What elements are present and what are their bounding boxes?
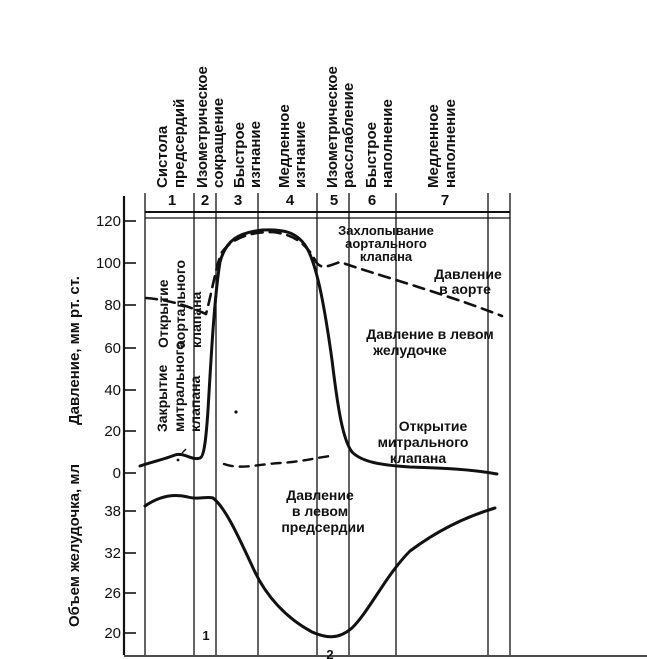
volume-tick-32: 32 (104, 545, 121, 562)
bottom-mark-1: 1 (202, 628, 209, 643)
atrium-pressure-curve (222, 454, 332, 468)
valve-close-label-1: Захлопывание (338, 223, 434, 238)
phase-number-6: 6 (368, 192, 376, 209)
pressure-tick-20: 20 (104, 423, 121, 440)
phase-7-label-line2: наполнение (442, 99, 459, 188)
volume-tick-38: 38 (104, 503, 121, 520)
phase-2-label-line1: Изометрическое (194, 66, 211, 188)
phase-7-label-line1: Медленное (425, 104, 442, 188)
phase-boundaries (144, 193, 511, 655)
annotations: Захлопывание аортального клапана Давлени… (154, 223, 502, 535)
bottom-mark-2: 2 (326, 647, 333, 659)
phase-number-3: 3 (234, 192, 242, 209)
phase-1-label-line1: Систола (154, 125, 171, 188)
lv-pressure-label-2: желудочке (372, 342, 447, 358)
pressure-tick-40: 40 (104, 382, 121, 399)
pressure-tick-80: 80 (104, 297, 121, 314)
aorta-pressure-label-2: в аорте (439, 281, 491, 297)
phase-4-label-line2: изгнание (292, 121, 309, 188)
phase-5-label-line1: Изометрическое (324, 66, 341, 188)
lv-pressure-label-1: Давление в левом (366, 326, 494, 342)
y-axis: 120 100 80 60 40 20 0 38 32 26 20 Давлен… (66, 196, 136, 655)
phase-number-4: 4 (286, 192, 295, 209)
volume-tick-26: 26 (104, 585, 121, 602)
phase-number-2: 2 (201, 192, 209, 209)
pressure-tick-120: 120 (96, 213, 121, 230)
phase-number-5: 5 (330, 192, 338, 209)
pressure-tick-100: 100 (96, 255, 121, 272)
atrium-pressure-label-3: предсердии (281, 519, 364, 535)
valve-close-label-3: клапана (360, 249, 413, 264)
pressure-tick-60: 60 (104, 340, 121, 357)
aorta-pressure-curve (144, 230, 504, 318)
atrium-pressure-label-1: Давление (286, 487, 354, 503)
mitral-open-label-3: клапана (390, 450, 447, 466)
phase-headers: Систола предсердий Изометрическое сокращ… (154, 66, 459, 188)
volume-curve (143, 493, 497, 639)
phase-6-label-line1: Быстрое (363, 122, 380, 188)
pressure-tick-0: 0 (113, 465, 121, 482)
aortic-open-label-2: аортального (172, 260, 188, 348)
phase-2-label-line2: сокращение (210, 98, 227, 188)
bottom-strip: 1 2 (124, 628, 647, 659)
volume-axis-label: Объем желудочка, мл (66, 464, 83, 627)
phase-3-label-line2: изгнание (247, 121, 264, 188)
phase-5-label-line2: расслабление (340, 83, 357, 188)
phase-number-1: 1 (168, 192, 176, 209)
mitral-open-label-2: митрального (378, 434, 469, 450)
valve-close-label-2: аортального (345, 236, 427, 251)
phase-4-label-line1: Медленное (276, 104, 293, 188)
mitral-close-label-2: митрального (171, 341, 187, 432)
phase-3-label-line1: Быстрое (231, 122, 248, 188)
atrium-pressure-label-2: в левом (292, 503, 348, 519)
mitral-open-label-1: Открытие (399, 418, 468, 434)
phase-1-label-line2: предсердий (171, 99, 188, 188)
volume-tick-20: 20 (104, 625, 121, 642)
mitral-close-label-3: клапана (187, 375, 203, 432)
aortic-open-label-1: Открытие (155, 279, 171, 348)
phase-6-label-line2: наполнение (379, 99, 396, 188)
mitral-close-label-1: Закрытие (154, 364, 170, 432)
aorta-pressure-label-1: Давление (434, 266, 502, 282)
phase-number-7: 7 (441, 192, 449, 209)
small-marks (176, 410, 238, 462)
aortic-open-label-3: клапана (188, 291, 204, 348)
lv-pressure-curve (138, 228, 499, 476)
phase-number-band: 1 2 3 4 5 6 7 (145, 192, 510, 219)
curves (138, 228, 504, 639)
pressure-axis-label: Давление, мм рт. ст. (66, 276, 83, 425)
